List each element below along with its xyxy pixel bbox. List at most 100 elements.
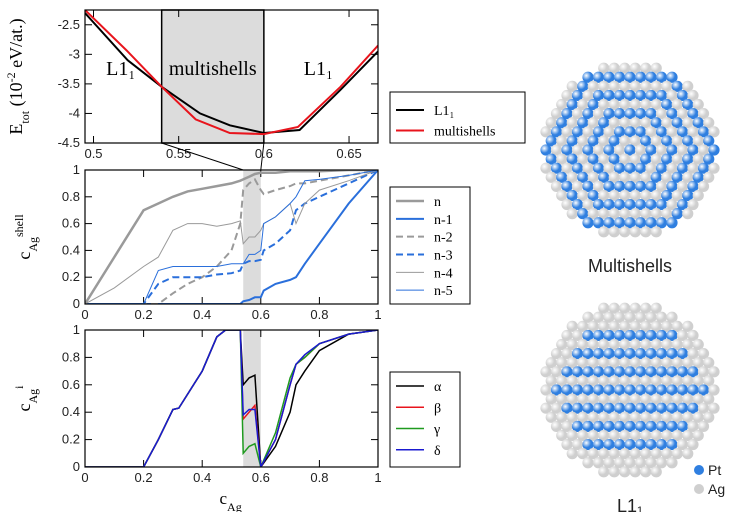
atom — [624, 366, 636, 378]
atom — [640, 393, 652, 405]
atom — [687, 126, 699, 138]
atom — [587, 117, 599, 129]
atom — [545, 375, 557, 387]
atom — [592, 217, 605, 229]
atom — [582, 329, 594, 342]
atom — [592, 438, 605, 451]
atom — [619, 153, 631, 165]
atom — [566, 135, 578, 147]
atom — [682, 80, 694, 92]
atom — [598, 411, 610, 423]
atom — [666, 420, 678, 432]
atom — [566, 171, 578, 183]
y-tick-label: 0.8 — [62, 349, 80, 364]
atom — [592, 71, 605, 83]
atom — [608, 117, 620, 129]
atom — [697, 108, 710, 120]
atom — [661, 189, 673, 202]
atom — [561, 348, 573, 360]
x-tick-label: 0.55 — [166, 146, 191, 161]
atom — [598, 466, 610, 478]
atom — [624, 217, 636, 229]
atom — [624, 329, 636, 342]
atom — [619, 226, 631, 238]
atom — [645, 402, 657, 414]
atom — [545, 411, 557, 423]
atom — [592, 126, 605, 138]
atom — [645, 438, 657, 451]
atom — [571, 420, 584, 432]
atom — [650, 393, 662, 405]
atom — [603, 420, 615, 432]
atom — [650, 117, 662, 129]
atom — [598, 429, 610, 442]
atom — [634, 457, 647, 469]
atom — [655, 329, 668, 342]
atom — [613, 329, 626, 342]
atom — [624, 126, 636, 138]
atom — [613, 108, 626, 120]
legend-dot — [694, 484, 704, 494]
atom — [624, 348, 636, 360]
atom — [550, 108, 563, 120]
y-tick-label: 1 — [73, 162, 80, 177]
label-part: c — [14, 404, 34, 412]
legend-label: n — [434, 195, 441, 210]
atom — [645, 457, 657, 469]
atom — [634, 311, 647, 323]
atom — [629, 357, 641, 369]
particle-label: L1₁ — [617, 496, 643, 512]
atom — [650, 80, 662, 92]
series-line — [85, 170, 378, 304]
atom — [619, 466, 631, 478]
atom — [682, 189, 694, 202]
atom — [545, 393, 557, 405]
atom — [598, 393, 610, 405]
atom — [582, 217, 594, 229]
atom — [703, 357, 715, 369]
particle-label: Multishells — [588, 256, 672, 276]
atom — [587, 338, 599, 351]
atom — [645, 126, 657, 138]
label-part: (10 — [6, 82, 27, 111]
atom — [661, 375, 673, 387]
atom — [598, 448, 610, 460]
atom — [582, 89, 594, 102]
label-part: c — [220, 489, 228, 508]
x-tick-label: 0.4 — [193, 307, 211, 322]
atom — [640, 411, 652, 423]
legend-box — [389, 91, 526, 144]
atom — [624, 457, 636, 469]
atom — [640, 357, 652, 369]
atom — [561, 402, 573, 414]
atom — [619, 357, 631, 369]
atom — [613, 457, 626, 469]
atom — [561, 384, 573, 396]
atom — [655, 126, 668, 138]
series-line — [85, 12, 378, 135]
y-tick-label: 0.2 — [62, 432, 80, 447]
atom — [655, 420, 668, 432]
atom — [566, 320, 578, 332]
atom — [592, 457, 605, 469]
legend-box — [389, 371, 461, 468]
atom — [608, 226, 620, 238]
plot-frame — [84, 169, 379, 305]
atom — [598, 135, 610, 147]
atom — [540, 384, 552, 396]
atom — [697, 348, 710, 360]
atom — [634, 180, 647, 192]
atom — [629, 98, 641, 111]
atom — [619, 208, 631, 220]
atom — [708, 366, 720, 378]
atom — [697, 420, 710, 432]
atom — [666, 126, 678, 138]
atom — [708, 384, 720, 396]
atom — [603, 329, 615, 342]
atom — [687, 348, 699, 360]
atom — [592, 162, 605, 174]
atom — [661, 171, 673, 183]
atom — [650, 208, 662, 220]
label-part: i — [12, 385, 26, 389]
atom — [592, 402, 605, 414]
